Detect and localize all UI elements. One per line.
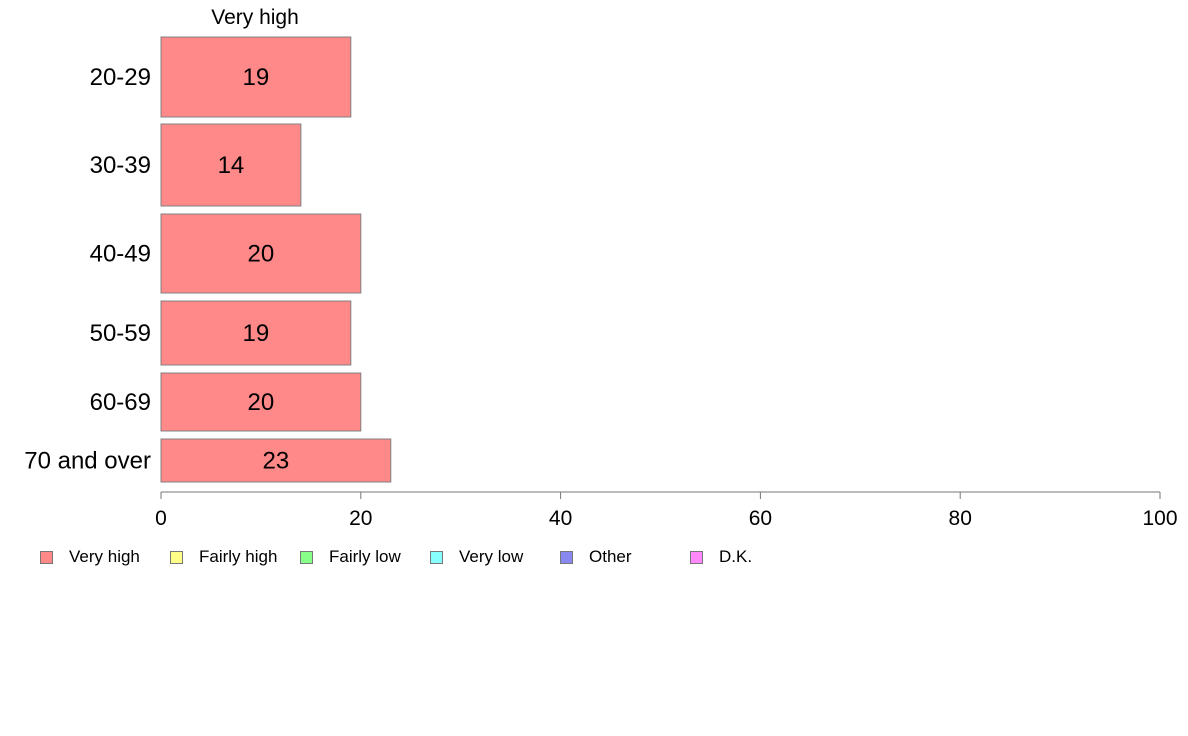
category-label: 60-69 (90, 389, 151, 416)
legend-item-very-low: Very low (430, 547, 523, 567)
legend-label: Fairly low (329, 547, 401, 566)
category-label: 70 and over (24, 448, 151, 475)
bar-chart: Very high 19 20-29 14 30-39 20 40-49 19 50-59 20… (24, 6, 1178, 530)
category-label: 20-29 (90, 64, 151, 91)
bar-value-label: 20 (248, 241, 275, 268)
legend-label: Other (589, 547, 632, 566)
bar-30-39 (160, 123, 302, 207)
legend-swatch (560, 550, 573, 564)
legend-label: Very high (69, 547, 140, 566)
bar-40-49 (160, 213, 362, 294)
bar-value-label: 19 (243, 64, 270, 91)
legend-label: Fairly high (199, 547, 278, 566)
legend: Very high Fairly high Fairly low Very low Ot… (40, 547, 1160, 567)
bar-70-and-over (160, 438, 392, 483)
legend-label: Very low (459, 547, 524, 566)
bar-60-69 (160, 372, 362, 432)
legend-swatch (300, 550, 313, 564)
category-label: 40-49 (90, 241, 151, 268)
bar-20-29 (160, 36, 352, 118)
legend-swatch (690, 550, 703, 564)
x-tick-label: 80 (949, 507, 972, 530)
legend-swatch (40, 550, 53, 564)
category-label: 50-59 (90, 320, 151, 347)
x-tick-label: 100 (1142, 507, 1177, 530)
x-axis: 0 20 40 60 80 100 (155, 491, 1178, 530)
category-label: 30-39 (90, 152, 151, 179)
bar-value-label: 14 (218, 152, 245, 179)
x-tick-label: 0 (155, 507, 167, 530)
legend-swatch (430, 550, 443, 564)
legend-item-other: Other (560, 547, 632, 567)
bars-layer: 19 20-29 14 30-39 20 40-49 19 50-59 20 60-69 23 70 … (24, 36, 392, 483)
legend-item-fairly-high: Fairly high (170, 547, 277, 567)
bar-50-59 (160, 300, 352, 366)
x-tick-label: 60 (749, 507, 772, 530)
legend-item-fairly-low: Fairly low (300, 547, 401, 567)
legend-label: D.K. (719, 547, 753, 566)
x-tick-label: 20 (349, 507, 372, 530)
x-tick-label: 40 (549, 507, 572, 530)
legend-item-very-high: Very high (40, 547, 140, 567)
legend-item-d-k: D.K. (690, 547, 752, 567)
chart-title: Very high (211, 6, 299, 29)
bar-value-label: 19 (243, 320, 270, 347)
legend-swatch (170, 550, 183, 564)
bar-value-label: 23 (263, 448, 290, 475)
bar-value-label: 20 (248, 389, 275, 416)
